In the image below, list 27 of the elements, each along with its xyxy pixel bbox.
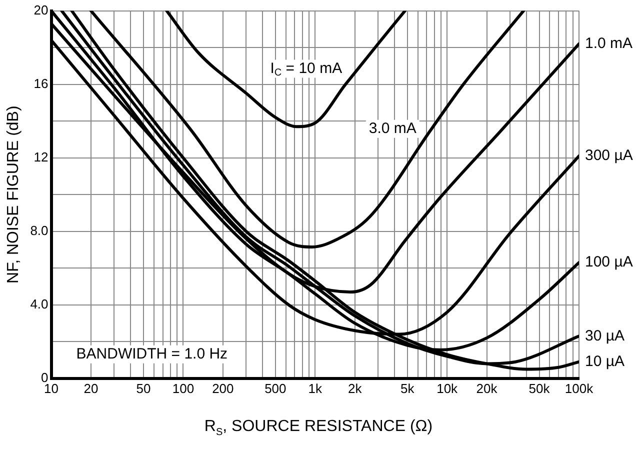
x-tick-label: 200 bbox=[212, 380, 234, 396]
series-label: 1.0 mA bbox=[585, 35, 633, 52]
x-tick-label: 1k bbox=[308, 380, 322, 396]
series-label: 300 µA bbox=[585, 147, 633, 164]
x-tick-label: 5k bbox=[400, 380, 415, 396]
x-tick-label: 100 bbox=[172, 380, 194, 396]
x-tick-label: 2k bbox=[348, 380, 362, 396]
x-tick-label: 50k bbox=[528, 380, 550, 396]
y-tick-label: 20 bbox=[34, 2, 48, 18]
y-tick-label: 16 bbox=[34, 76, 48, 91]
x-tick-label: 20 bbox=[84, 380, 98, 396]
x-axis-title: R$_{S}$, SOURCE RESISTANCE (Ω) bbox=[203, 418, 434, 438]
x-tick-label: 10k bbox=[436, 380, 458, 396]
series-label: 30 µA bbox=[585, 327, 624, 344]
series-label: 3.0 mA bbox=[368, 120, 416, 138]
annotation: BANDWIDTH = 1.0 Hz bbox=[76, 346, 228, 363]
series-label: 100 µA bbox=[585, 254, 633, 271]
series-label: 10 µA bbox=[585, 353, 624, 370]
x-tick-label: 20k bbox=[476, 380, 498, 396]
x-tick-label: 50 bbox=[136, 380, 151, 396]
x-tick-label: 100k bbox=[564, 380, 594, 396]
y-tick-label: 0 bbox=[41, 370, 48, 385]
y-tick-label: 4.0 bbox=[30, 296, 48, 312]
y-tick-label: 8.0 bbox=[30, 222, 48, 238]
x-tick-label: 500 bbox=[264, 380, 286, 396]
y-tick-label: 12 bbox=[34, 149, 48, 164]
y-axis-title: NF, NOISE FIGURE (dB) bbox=[5, 106, 22, 284]
